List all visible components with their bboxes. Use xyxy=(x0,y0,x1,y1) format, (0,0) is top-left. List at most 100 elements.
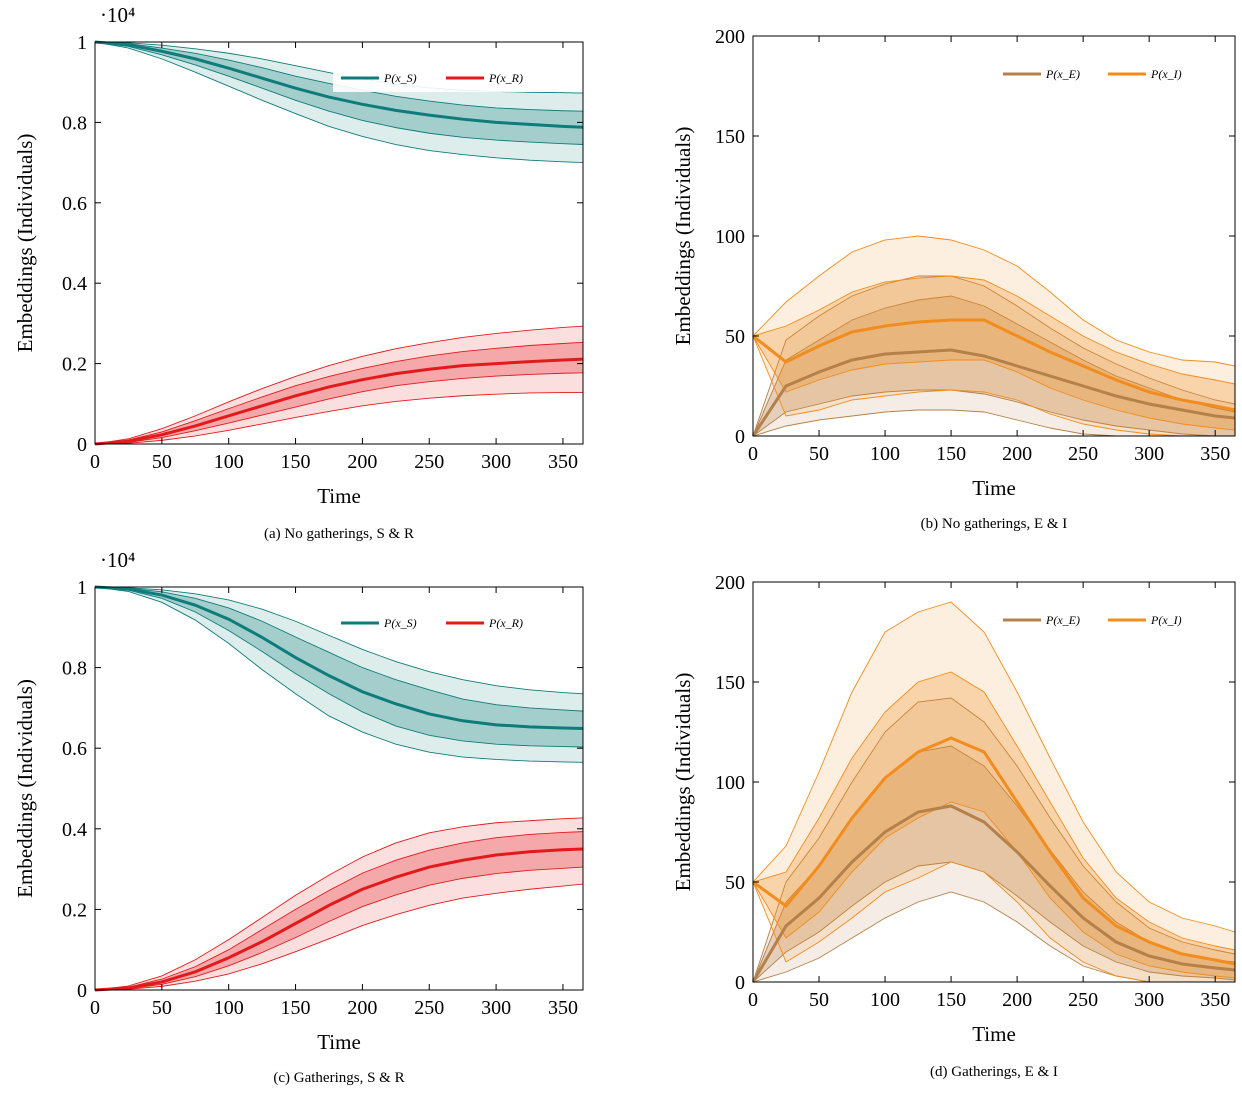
y-tick-label: 0.4 xyxy=(62,819,87,841)
y-tick-label: 50 xyxy=(725,872,745,894)
band-edge xyxy=(752,275,1236,437)
caption: (d) Gatherings, E & I xyxy=(930,1064,1058,1080)
band-edge xyxy=(752,275,1236,385)
y-tick-label: 0.4 xyxy=(62,273,87,295)
y-tick-label: 0 xyxy=(77,980,87,1002)
y-axis-label: Embeddings (Individuals) xyxy=(671,127,695,346)
band-edge xyxy=(94,586,584,748)
x-tick-label: 100 xyxy=(214,451,244,473)
x-tick-label: 150 xyxy=(936,443,966,465)
x-tick-label: 200 xyxy=(347,997,377,1019)
band-edge xyxy=(94,41,584,164)
y-tick-label: 100 xyxy=(715,226,745,248)
x-tick-label: 0 xyxy=(748,443,758,465)
series-line xyxy=(94,357,584,446)
x-axis-label: Time xyxy=(317,1030,361,1054)
y-tick-label: 0.8 xyxy=(62,658,87,680)
band-edge xyxy=(752,861,1236,983)
legend-label: P(x_R) xyxy=(488,616,523,630)
band-edge xyxy=(94,41,584,145)
x-tick-label: 350 xyxy=(1200,989,1230,1011)
confidence-band xyxy=(95,587,583,763)
x-tick-label: 350 xyxy=(548,451,578,473)
x-tick-label: 50 xyxy=(809,443,829,465)
x-tick-label: 350 xyxy=(1200,443,1230,465)
y-tick-label: 1 xyxy=(77,32,87,54)
x-tick-label: 50 xyxy=(152,997,172,1019)
x-tick-label: 200 xyxy=(1002,443,1032,465)
confidence-band xyxy=(753,296,1235,436)
x-tick-label: 100 xyxy=(214,997,244,1019)
legend-label: P(x_S) xyxy=(383,616,417,630)
legend-label: P(x_E) xyxy=(1045,67,1080,81)
series-line xyxy=(94,847,584,992)
y-axis-label: Embeddings (Individuals) xyxy=(671,673,695,892)
x-tick-label: 150 xyxy=(281,997,311,1019)
x-axis-label: Time xyxy=(972,1022,1016,1046)
legend-label: P(x_R) xyxy=(488,71,523,85)
axis-multiplier: ·10⁴ xyxy=(100,548,135,572)
x-tick-label: 150 xyxy=(281,451,311,473)
band-edge xyxy=(94,341,584,445)
y-tick-label: 200 xyxy=(715,26,745,48)
series-line xyxy=(751,348,1236,437)
y-tick-label: 0 xyxy=(735,426,745,448)
y-tick-label: 200 xyxy=(715,572,745,594)
x-tick-label: 200 xyxy=(1002,989,1032,1011)
x-tick-label: 200 xyxy=(347,451,377,473)
legend-label: P(x_S) xyxy=(383,71,417,85)
y-tick-label: 0 xyxy=(735,972,745,994)
confidence-band xyxy=(753,602,1235,982)
confidence-band xyxy=(753,698,1235,982)
x-tick-label: 0 xyxy=(90,997,100,1019)
x-tick-label: 300 xyxy=(1134,443,1164,465)
x-tick-label: 250 xyxy=(414,451,444,473)
x-tick-label: 50 xyxy=(809,989,829,1011)
x-tick-label: 250 xyxy=(1068,989,1098,1011)
band-edge xyxy=(94,586,584,763)
y-tick-label: 150 xyxy=(715,672,745,694)
plot-frame xyxy=(94,41,584,445)
confidence-band xyxy=(95,831,583,990)
x-tick-label: 250 xyxy=(1068,443,1098,465)
confidence-band xyxy=(753,672,1235,978)
caption: (a) No gatherings, S & R xyxy=(264,526,414,542)
y-tick-label: 0 xyxy=(77,434,87,456)
axis-multiplier: ·10⁴ xyxy=(100,3,135,27)
band-edge xyxy=(94,392,583,445)
y-tick-label: 150 xyxy=(715,126,745,148)
x-tick-label: 300 xyxy=(1134,989,1164,1011)
x-tick-label: 100 xyxy=(870,989,900,1011)
caption: (c) Gatherings, S & R xyxy=(273,1070,404,1086)
legend-label: P(x_I) xyxy=(1150,613,1182,627)
series-line xyxy=(751,804,1236,983)
confidence-band xyxy=(95,587,583,747)
y-tick-label: 0.6 xyxy=(62,193,87,215)
band-edge xyxy=(94,586,584,712)
band-edge xyxy=(752,335,1236,431)
band-edge xyxy=(94,372,584,445)
band-edge xyxy=(94,586,584,695)
x-tick-label: 300 xyxy=(481,451,511,473)
x-tick-label: 350 xyxy=(548,997,578,1019)
series-line xyxy=(752,736,1236,966)
x-tick-label: 300 xyxy=(481,997,511,1019)
band-edge xyxy=(94,817,584,991)
y-tick-label: 50 xyxy=(725,326,745,348)
band-edge xyxy=(752,389,1235,437)
confidence-band xyxy=(753,276,1235,430)
band-edge xyxy=(94,325,584,445)
y-tick-label: 0.2 xyxy=(62,899,87,921)
band-edge xyxy=(94,883,584,991)
series-line xyxy=(94,40,584,129)
band-edge xyxy=(752,671,1236,951)
band-edge xyxy=(752,601,1236,933)
y-axis-label: Embeddings (Individuals) xyxy=(13,679,37,898)
legend-label: P(x_I) xyxy=(1150,67,1182,81)
band-edge xyxy=(94,866,584,991)
series-line xyxy=(752,318,1236,412)
band-edge xyxy=(94,831,584,991)
band-edge xyxy=(752,697,1236,983)
x-tick-label: 0 xyxy=(748,989,758,1011)
y-tick-label: 0.8 xyxy=(62,112,87,134)
